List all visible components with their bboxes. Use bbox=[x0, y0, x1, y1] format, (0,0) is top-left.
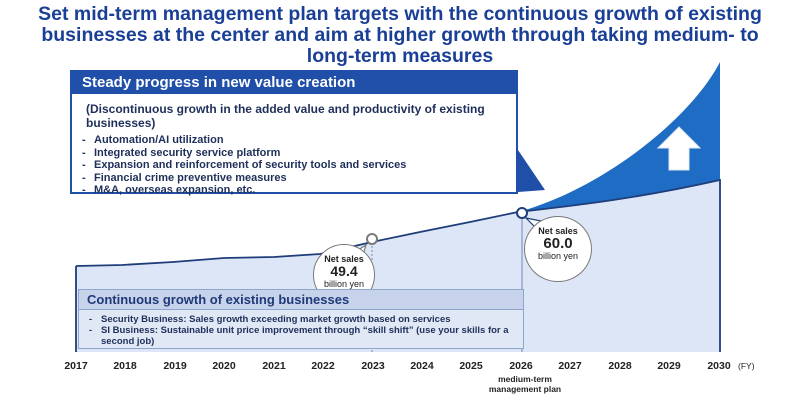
list-item: Expansion and reinforcement of security … bbox=[72, 159, 516, 172]
year-label: 2028 bbox=[608, 360, 632, 372]
list-item: Financial crime preventive measures bbox=[72, 172, 516, 185]
title-line-1: Set mid-term management plan targets wit… bbox=[38, 3, 762, 25]
growth-region bbox=[518, 62, 720, 212]
callout-label: Net sales bbox=[538, 226, 578, 236]
up-arrow-icon bbox=[656, 126, 702, 171]
milestone-label: medium-term management plan bbox=[488, 374, 562, 394]
year-axis: 2017 2018 2019 2020 2021 2022 2023 2024 … bbox=[0, 360, 800, 374]
net-sales-callout-2026: Net sales 60.0 billion yen bbox=[524, 216, 592, 282]
list-item: M&A, overseas expansion, etc. bbox=[72, 184, 516, 197]
existing-growth-line bbox=[75, 178, 721, 352]
existing-business-box: Continuous growth of existing businesses… bbox=[78, 289, 524, 349]
list-item: Security Business: Sales growth exceedin… bbox=[79, 314, 523, 325]
year-label: 2027 bbox=[558, 360, 582, 372]
year-label: 2030 bbox=[707, 360, 731, 372]
callout-value: 49.4 bbox=[330, 263, 358, 279]
year-label: 2024 bbox=[410, 360, 434, 372]
title-line-2: businesses at the center and aim at high… bbox=[41, 24, 759, 46]
list-item: Automation/AI utilization bbox=[72, 134, 516, 147]
new-value-subheading: (Discontinuous growth in the added value… bbox=[86, 102, 485, 130]
callout-value: 60.0 bbox=[543, 235, 573, 252]
existing-list: Security Business: Sales growth exceedin… bbox=[79, 314, 523, 347]
fiscal-year-unit: (FY) bbox=[738, 361, 755, 371]
year-label: 2023 bbox=[361, 360, 385, 372]
callout-unit: billion yen bbox=[537, 251, 579, 261]
year-label: 2022 bbox=[311, 360, 335, 372]
new-value-list: Automation/AI utilization Integrated sec… bbox=[72, 134, 516, 197]
year-label: 2020 bbox=[212, 360, 236, 372]
new-value-creation-box: Steady progress in new value creation (D… bbox=[70, 70, 518, 197]
year-label: 2017 bbox=[64, 360, 88, 372]
callout-unit: billion yen bbox=[323, 279, 365, 289]
list-item: Integrated security service platform bbox=[72, 147, 516, 160]
year-label: 2029 bbox=[657, 360, 681, 372]
page-title: Set mid-term management plan targets wit… bbox=[0, 4, 800, 67]
callout-pointer bbox=[518, 150, 545, 192]
list-item: SI Business: Sustainable unit price impr… bbox=[79, 325, 523, 347]
callout-label: Net sales bbox=[324, 254, 364, 264]
title-line-3: long-term measures bbox=[306, 45, 494, 67]
new-value-heading: Steady progress in new value creation bbox=[72, 72, 516, 94]
year-label: 2025 bbox=[459, 360, 483, 372]
year-label: 2026 bbox=[509, 360, 533, 372]
marker-2026 bbox=[516, 207, 528, 219]
marker-2023 bbox=[366, 233, 378, 245]
year-label: 2019 bbox=[163, 360, 187, 372]
year-label: 2021 bbox=[262, 360, 286, 372]
existing-heading: Continuous growth of existing businesses bbox=[79, 290, 523, 310]
year-label: 2018 bbox=[113, 360, 137, 372]
